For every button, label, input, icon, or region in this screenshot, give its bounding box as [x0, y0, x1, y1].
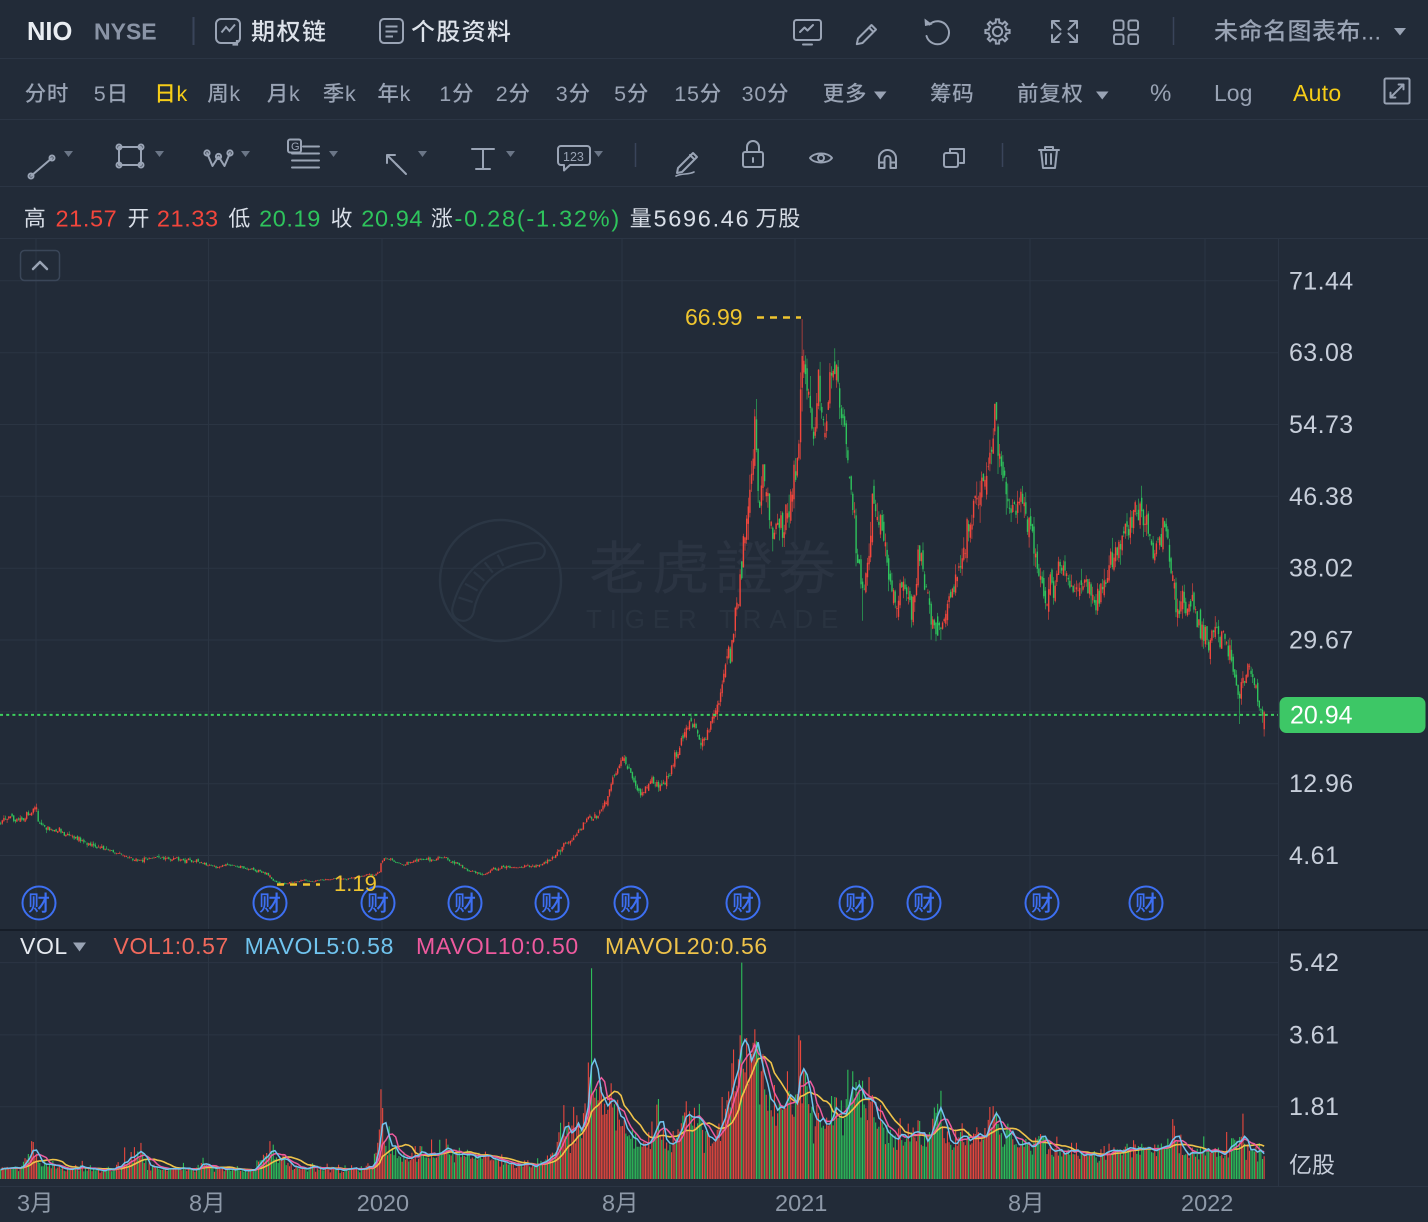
svg-text:5: 5: [687, 82, 699, 106]
svg-text:1.19: 1.19: [334, 871, 377, 896]
svg-text:TIGER TRADE: TIGER TRADE: [586, 604, 846, 634]
svg-text:2022: 2022: [1181, 1190, 1233, 1216]
svg-text:3.61: 3.61: [1289, 1021, 1339, 1049]
svg-text:VOL1:0.57: VOL1:0.57: [114, 933, 229, 959]
svg-text:2021: 2021: [775, 1190, 827, 1216]
svg-text:46.38: 46.38: [1289, 483, 1354, 511]
svg-text:20.19: 20.19: [259, 206, 321, 232]
svg-text:29.67: 29.67: [1289, 627, 1354, 655]
svg-text:63.08: 63.08: [1289, 339, 1354, 367]
svg-text:3: 3: [742, 82, 754, 106]
svg-text:0: 0: [754, 82, 766, 106]
svg-text:5: 5: [614, 82, 626, 106]
svg-text:123: 123: [563, 150, 584, 164]
svg-text:k: k: [229, 82, 240, 106]
svg-text:8: 8: [602, 1190, 615, 1216]
svg-text:54.73: 54.73: [1289, 411, 1354, 439]
svg-text:38.02: 38.02: [1289, 555, 1354, 583]
svg-text:66.99: 66.99: [685, 304, 743, 330]
svg-text:5696.46: 5696.46: [654, 206, 751, 232]
svg-text:8: 8: [1008, 1190, 1021, 1216]
svg-text:MAVOL20:0.56: MAVOL20:0.56: [605, 933, 768, 959]
svg-text:3: 3: [17, 1190, 30, 1216]
svg-text:3: 3: [556, 82, 568, 106]
svg-text:1: 1: [439, 82, 451, 106]
svg-text:k: k: [289, 82, 300, 106]
svg-text:k: k: [177, 82, 188, 106]
svg-text:71.44: 71.44: [1289, 267, 1354, 295]
svg-text:VOL: VOL: [20, 933, 68, 959]
svg-text:5: 5: [94, 82, 106, 106]
svg-text:k: k: [400, 82, 411, 106]
svg-text:-0.28(-1.32%): -0.28(-1.32%): [455, 206, 621, 232]
svg-text:2: 2: [496, 82, 508, 106]
svg-text:1: 1: [674, 82, 686, 106]
svg-text:G: G: [291, 141, 300, 153]
svg-text:%: %: [1150, 80, 1171, 107]
svg-text:12.96: 12.96: [1289, 770, 1354, 798]
svg-text:20.94: 20.94: [361, 206, 423, 232]
svg-text:2020: 2020: [357, 1190, 409, 1216]
svg-text:Auto: Auto: [1293, 80, 1342, 106]
svg-text:NIO: NIO: [27, 18, 72, 46]
svg-text:4.61: 4.61: [1289, 842, 1339, 870]
svg-text:1.81: 1.81: [1289, 1093, 1339, 1121]
svg-text:Log: Log: [1214, 80, 1252, 106]
svg-text:MAVOL5:0.58: MAVOL5:0.58: [245, 933, 394, 959]
svg-text:NYSE: NYSE: [94, 19, 157, 45]
svg-text:...: ...: [1361, 19, 1381, 46]
svg-text:k: k: [345, 82, 356, 106]
svg-text:21.33: 21.33: [157, 206, 219, 232]
svg-text:5.42: 5.42: [1289, 949, 1339, 977]
svg-text:8: 8: [189, 1190, 202, 1216]
svg-text:MAVOL10:0.50: MAVOL10:0.50: [416, 933, 579, 959]
svg-text:21.57: 21.57: [56, 206, 118, 232]
svg-text:20.94: 20.94: [1290, 702, 1353, 730]
